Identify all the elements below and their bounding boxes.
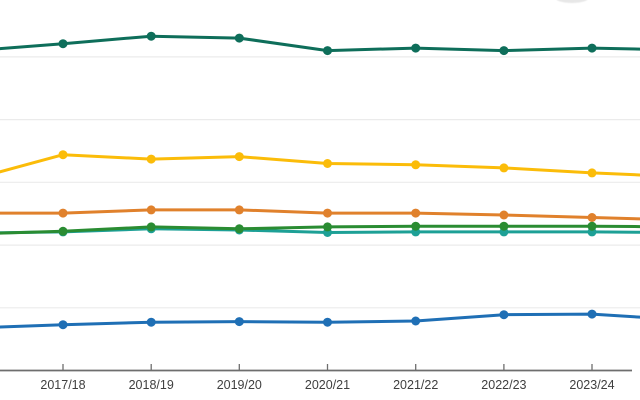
cropped-element-remnant xyxy=(556,0,588,3)
data-point-yellow-2020/21[interactable] xyxy=(323,159,332,168)
x-axis-label-2019/20: 2019/20 xyxy=(217,378,262,392)
series-line-yellow xyxy=(0,153,640,177)
data-point-orange-2023/24[interactable] xyxy=(587,213,597,222)
data-point-blue-2021/22[interactable] xyxy=(411,316,421,326)
data-point-blue-2022/23[interactable] xyxy=(499,310,509,320)
data-point-blue-2017/18[interactable] xyxy=(58,320,68,330)
data-point-dark-teal-2019/20[interactable] xyxy=(234,33,244,43)
data-point-dark-teal-2017/18[interactable] xyxy=(58,39,68,49)
data-point-green-2021/22[interactable] xyxy=(411,221,421,231)
series-line-blue xyxy=(0,312,640,329)
data-point-dark-teal-2022/23[interactable] xyxy=(499,46,509,56)
data-point-green-2022/23[interactable] xyxy=(499,221,509,231)
data-point-yellow-2019/20[interactable] xyxy=(234,152,244,162)
data-point-yellow-2023/24[interactable] xyxy=(587,168,597,178)
x-axis-label-2021/22: 2021/22 xyxy=(393,378,438,392)
data-point-blue-2019/20[interactable] xyxy=(234,317,244,327)
x-axis-label-2017/18: 2017/18 xyxy=(40,378,85,392)
x-axis-label-2022/23: 2022/23 xyxy=(481,378,526,392)
data-point-yellow-2021/22[interactable] xyxy=(411,160,421,170)
data-point-orange-2022/23[interactable] xyxy=(499,210,509,220)
data-point-orange-2017/18[interactable] xyxy=(58,208,68,218)
data-point-yellow-2017/18[interactable] xyxy=(58,150,68,160)
data-point-orange-2021/22[interactable] xyxy=(411,208,421,218)
data-point-orange-2020/21[interactable] xyxy=(323,208,332,218)
data-point-blue-2023/24[interactable] xyxy=(587,309,597,319)
data-point-blue-2018/19[interactable] xyxy=(146,317,156,327)
data-point-dark-teal-2018/19[interactable] xyxy=(146,31,156,41)
data-point-orange-2019/20[interactable] xyxy=(234,205,244,215)
data-point-green-2020/21[interactable] xyxy=(323,222,332,232)
data-point-yellow-2018/19[interactable] xyxy=(146,154,156,164)
x-axis-label-2020/21: 2020/21 xyxy=(305,378,350,392)
series-line-orange xyxy=(0,208,640,221)
series-line-dark-teal xyxy=(0,34,640,53)
data-point-dark-teal-2023/24[interactable] xyxy=(587,43,597,53)
data-point-green-2018/19[interactable] xyxy=(146,222,156,232)
data-point-green-2019/20[interactable] xyxy=(234,224,244,234)
data-point-green-2017/18[interactable] xyxy=(58,226,68,236)
data-point-blue-2020/21[interactable] xyxy=(323,317,332,327)
x-axis-label-2018/19: 2018/19 xyxy=(129,378,174,392)
data-point-dark-teal-2021/22[interactable] xyxy=(411,43,421,53)
data-point-yellow-2022/23[interactable] xyxy=(499,163,509,173)
data-point-green-2023/24[interactable] xyxy=(587,221,597,231)
data-point-dark-teal-2020/21[interactable] xyxy=(323,46,332,56)
x-axis-label-2023/24: 2023/24 xyxy=(569,378,614,392)
data-point-orange-2018/19[interactable] xyxy=(146,205,156,215)
